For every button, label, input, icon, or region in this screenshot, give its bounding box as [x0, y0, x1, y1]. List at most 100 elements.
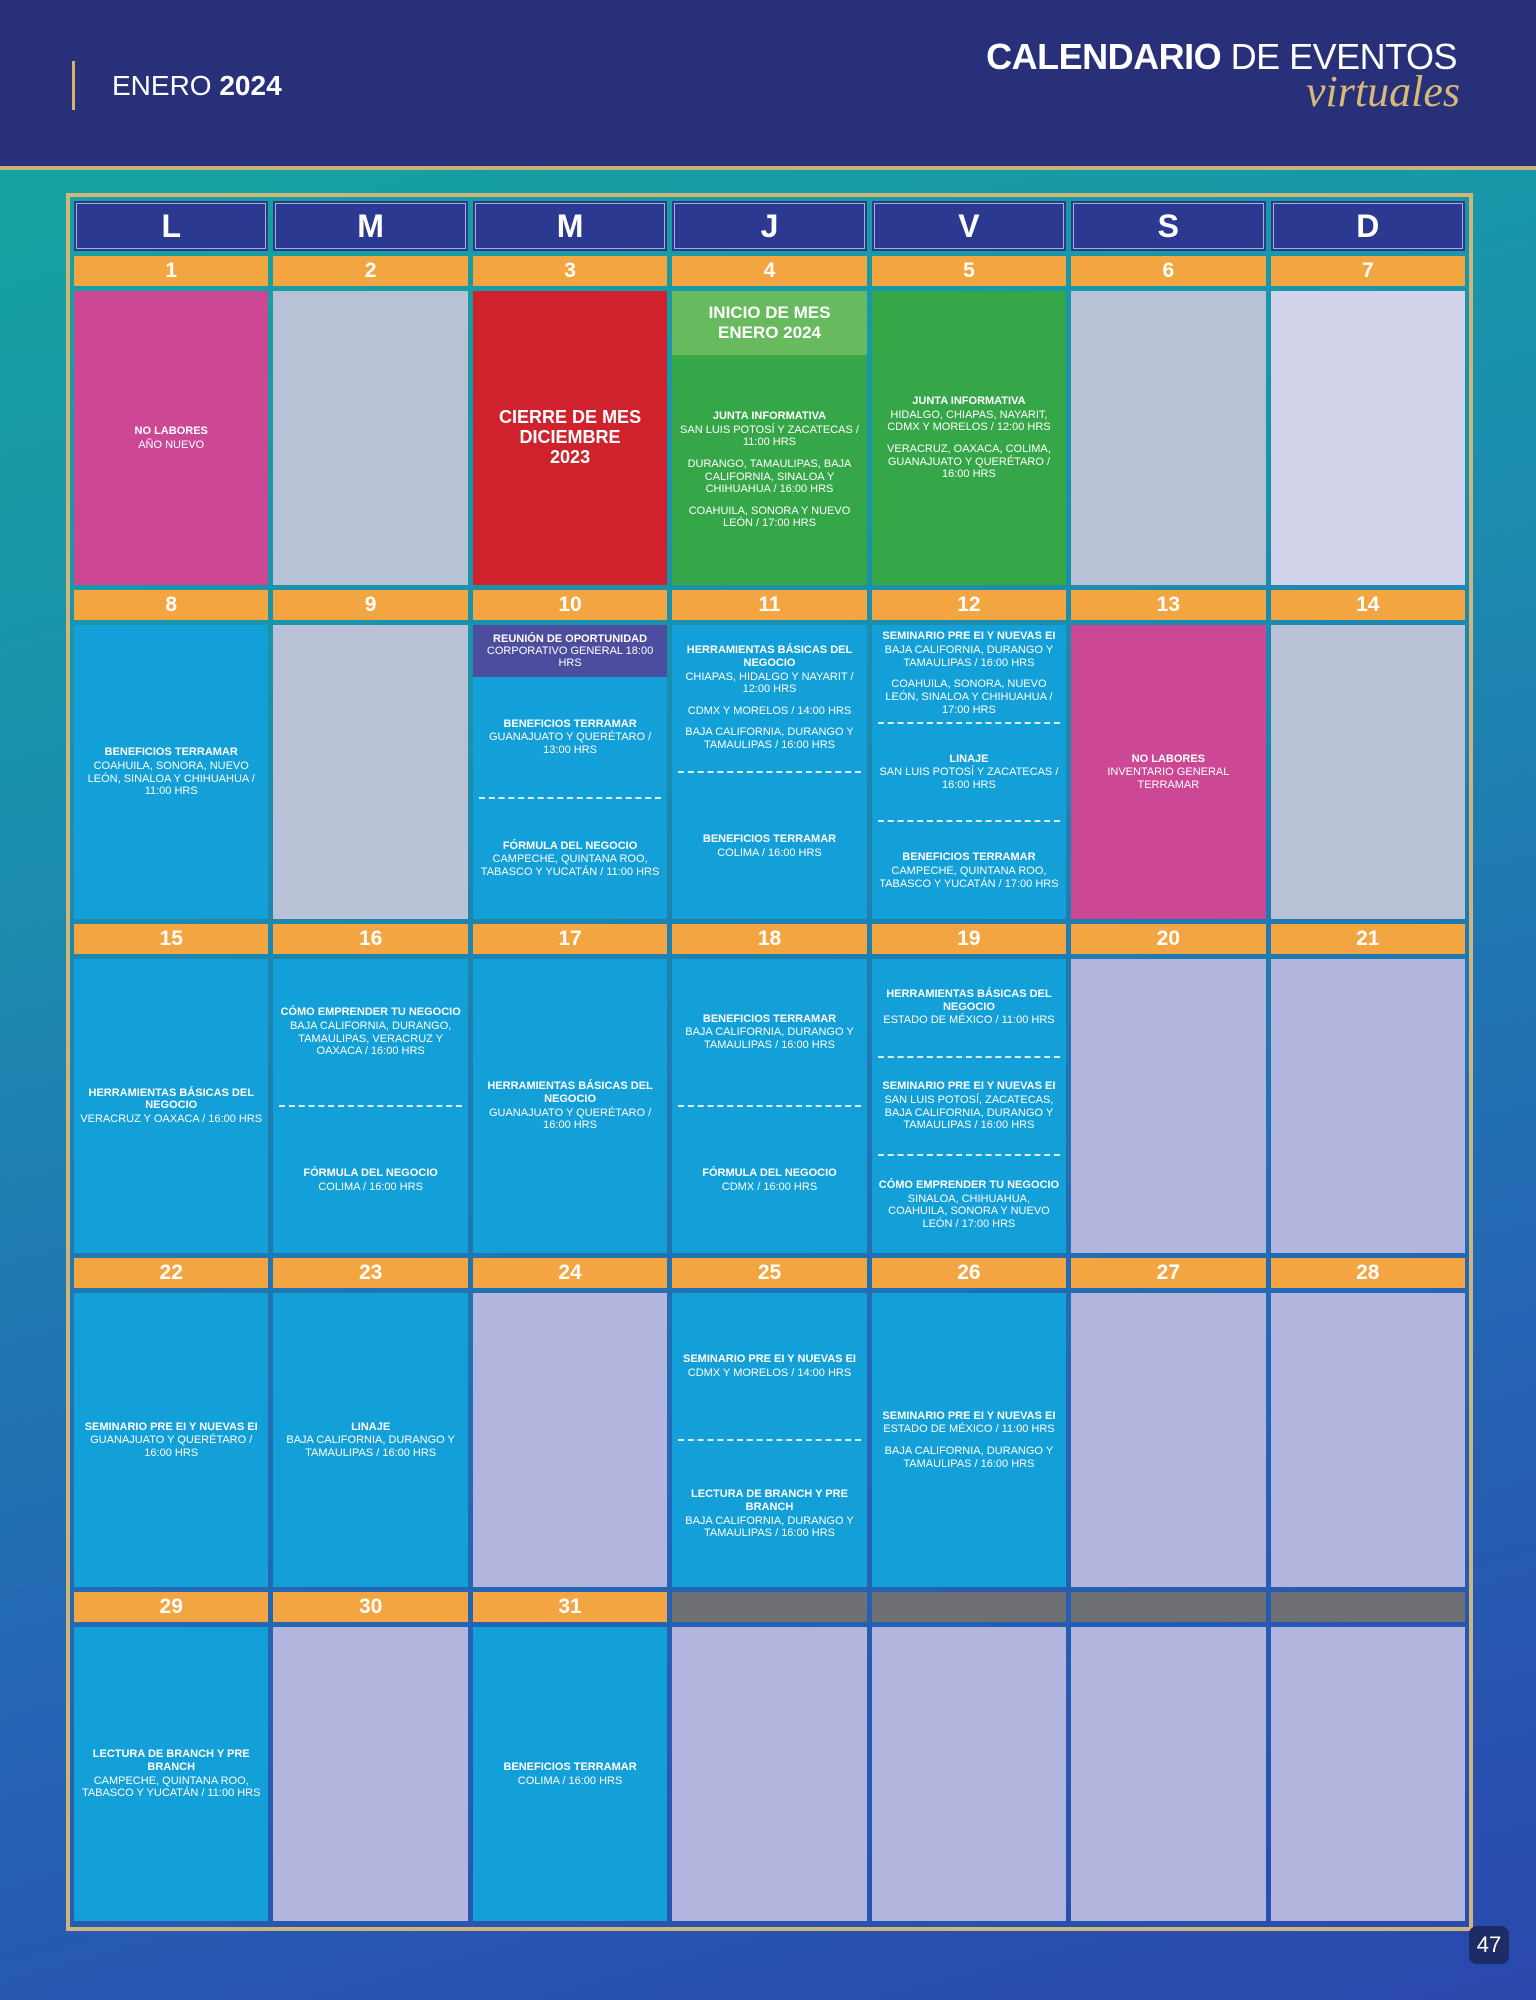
event-title: SEMINARIO PRE EI Y NUEVAS EI	[882, 630, 1056, 643]
event-title: BENEFICIOS TERRAMAR	[702, 1012, 837, 1025]
event: LECTURA DE BRANCH Y PRE BRANCH CAMPECHE, …	[74, 1627, 268, 1921]
weekday: S	[1071, 201, 1266, 251]
day-cell: HERRAMIENTAS BÁSICAS DEL NEGOCIO ESTADO D…	[871, 959, 1067, 1253]
event-title: JUNTA INFORMATIVA	[712, 409, 827, 422]
event-detail: COLIMA / 16:00 HRS	[717, 846, 822, 859]
event-title: FÓRMULA DEL NEGOCIO	[502, 839, 638, 852]
event: HERRAMIENTAS BÁSICAS DEL NEGOCIO ESTADO D…	[872, 959, 1066, 1056]
day-cell: HERRAMIENTAS BÁSICAS DEL NEGOCIO GUANAJUA…	[472, 959, 668, 1253]
event-detail: ESTADO DE MÉXICO / 11:00 HRS	[883, 1014, 1055, 1027]
event-title: FÓRMULA DEL NEGOCIO	[303, 1166, 438, 1179]
event-title: BENEFICIOS TERRAMAR	[104, 746, 238, 759]
event-detail: COAHUILA, SONORA, NUEVO LEÓN, SINALOA Y …	[87, 759, 255, 798]
event-detail: INVENTARIO GENERAL TERRAMAR	[1107, 766, 1230, 791]
event: HERRAMIENTAS BÁSICAS DEL NEGOCIO GUANAJUA…	[473, 959, 667, 1253]
event-title: BENEFICIOS TERRAMAR	[503, 1760, 637, 1773]
event-detail: COAHUILA, SONORA Y NUEVO LEÓN / 17:00 HR…	[688, 504, 851, 530]
event-title: CÓMO EMPRENDER TU NEGOCIO	[280, 1006, 461, 1019]
event-header: REUNIÓN DE OPORTUNIDAD CORPORATIVO GENERA…	[472, 625, 668, 677]
event-detail: COLIMA / 16:00 HRS	[517, 1774, 623, 1787]
weekday: M	[472, 201, 668, 251]
event-detail: GUANAJUATO Y QUERÉTARO / 16:00 HRS	[90, 1434, 253, 1459]
date-number: 16	[273, 924, 468, 954]
day-cell: SEMINARIO PRE EI Y NUEVAS EI ESTADO DE MÉ…	[871, 1293, 1067, 1587]
date-number: 13	[1071, 590, 1266, 620]
day-cell	[1071, 1627, 1266, 1921]
event-detail: CAMPECHE, QUINTANA ROO, TABASCO Y YUCATÁ…	[480, 853, 660, 878]
event: NO LABORES INVENTARIO GENERAL TERRAMAR	[1071, 625, 1265, 919]
date-number: 9	[273, 590, 468, 620]
day-cell: CÓMO EMPRENDER TU NEGOCIO BAJA CALIFORNIA…	[273, 959, 468, 1253]
event-title: BENEFICIOS TERRAMAR	[702, 832, 837, 845]
event-title: BENEFICIOS TERRAMAR	[902, 851, 1036, 864]
event: FÓRMULA DEL NEGOCIO CAMPECHE, QUINTANA RO…	[478, 797, 662, 919]
day-cell: JUNTA INFORMATIVA HIDALGO, CHIAPAS, NAYAR…	[871, 291, 1067, 585]
event-title: HERRAMIENTAS BÁSICAS DEL NEGOCIO	[88, 1086, 254, 1112]
day-cell: REUNIÓN DE OPORTUNIDAD CORPORATIVO GENERA…	[472, 625, 668, 919]
title-bold: CALENDARIO	[986, 36, 1222, 77]
event-detail: CORPORATIVO GENERAL 18:00 HRS	[486, 645, 654, 669]
event-title: CIERRE DE MES DICIEMBRE 2023	[499, 407, 642, 467]
date-number: 24	[472, 1258, 668, 1288]
event-detail: CDMX Y MORELOS / 14:00 HRS	[687, 1366, 852, 1379]
event: JUNTA INFORMATIVA SAN LUIS POTOSÍ Y ZACAT…	[672, 355, 866, 585]
day-cell	[1071, 1293, 1266, 1587]
event-title: JUNTA INFORMATIVA	[912, 395, 1026, 408]
date-number: 6	[1071, 256, 1266, 286]
event-detail: BAJA CALIFORNIA, DURANGO Y TAMAULIPAS / …	[685, 1026, 854, 1051]
event-title: SEMINARIO PRE EI Y NUEVAS EI	[84, 1420, 258, 1433]
event-title: INICIO DE MES ENERO 2024	[708, 303, 831, 342]
event-detail: CDMX Y MORELOS / 14:00 HRS	[687, 704, 852, 717]
day-cell: SEMINARIO PRE EI Y NUEVAS EI CDMX Y MOREL…	[672, 1293, 867, 1587]
event-title: LECTURA DE BRANCH Y PRE BRANCH	[92, 1748, 250, 1773]
event-title: NO LABORES	[1131, 752, 1206, 765]
day-cell: LINAJE BAJA CALIFORNIA, DURANGO Y TAMAULI…	[273, 1293, 468, 1587]
event-detail: SAN LUIS POTOSÍ Y ZACATECAS / 11:00 HRS	[680, 423, 859, 449]
event-title: SEMINARIO PRE EI Y NUEVAS EI	[882, 1409, 1056, 1422]
event-detail: COAHUILA, SONORA, NUEVO LEÓN, SINALOA Y …	[885, 678, 1053, 716]
date-number: 20	[1071, 924, 1266, 954]
date-number: 19	[871, 924, 1067, 954]
event-title: NO LABORES	[134, 424, 208, 437]
weekday: D	[1270, 201, 1465, 251]
event: FÓRMULA DEL NEGOCIO COLIMA / 16:00 HRS	[279, 1105, 462, 1253]
event-detail: CAMPECHE, QUINTANA ROO, TABASCO Y YUCATÁ…	[81, 1774, 261, 1800]
event-detail: DURANGO, TAMAULIPAS, BAJA CALIFORNIA, SI…	[687, 457, 852, 496]
date-number: 14	[1270, 590, 1465, 620]
event: LECTURA DE BRANCH Y PRE BRANCH BAJA CALIF…	[678, 1439, 861, 1587]
date-number: 4	[672, 256, 867, 286]
day-cell: BENEFICIOS TERRAMAR COAHUILA, SONORA, NUE…	[74, 625, 269, 919]
date-number: 25	[672, 1258, 867, 1288]
event: BENEFICIOS TERRAMAR BAJA CALIFORNIA, DURA…	[672, 959, 866, 1105]
date-number: 28	[1270, 1258, 1465, 1288]
event: BENEFICIOS TERRAMAR COLIMA / 16:00 HRS	[678, 771, 861, 919]
event-detail: COLIMA / 16:00 HRS	[318, 1180, 423, 1193]
title: CALENDARIO DE EVENTOS	[986, 36, 1457, 78]
event-title: LINAJE	[949, 752, 989, 765]
event-detail: GUANAJUATO Y QUERÉTARO / 16:00 HRS	[488, 1106, 652, 1132]
event: LINAJE SAN LUIS POTOSÍ Y ZACATECAS / 16:0…	[877, 721, 1061, 821]
event: SEMINARIO PRE EI Y NUEVAS EI BAJA CALIFOR…	[872, 625, 1066, 722]
event-title: HERRAMIENTAS BÁSICAS DEL NEGOCIO	[886, 987, 1052, 1013]
date-number: 23	[273, 1258, 468, 1288]
weekday: V	[871, 201, 1067, 251]
event: BENEFICIOS TERRAMAR GUANAJUATO Y QUERÉTAR…	[473, 677, 667, 797]
date-number: 29	[74, 1592, 269, 1622]
event-detail: SAN LUIS POTOSÍ Y ZACATECAS / 16:00 HRS	[879, 766, 1059, 791]
event: SEMINARIO PRE EI Y NUEVAS EI CDMX Y MOREL…	[672, 1293, 866, 1439]
event-detail: BAJA CALIFORNIA, DURANGO Y TAMAULIPAS / …	[685, 726, 854, 752]
event-detail: SINALOA, CHIHUAHUA, COAHUILA, SONORA Y N…	[888, 1192, 1050, 1230]
page-number: 47	[1469, 1926, 1509, 1964]
event-detail: AÑO NUEVO	[138, 438, 205, 451]
date-strip	[1270, 1592, 1465, 1622]
day-cell: LECTURA DE BRANCH Y PRE BRANCH CAMPECHE, …	[74, 1627, 269, 1921]
day-cell: SEMINARIO PRE EI Y NUEVAS EI GUANAJUATO Y…	[74, 1293, 269, 1587]
day-cell	[472, 1293, 668, 1587]
date-number: 10	[472, 590, 668, 620]
event: BENEFICIOS TERRAMAR CAMPECHE, QUINTANA RO…	[877, 820, 1061, 919]
event: SEMINARIO PRE EI Y NUEVAS EI ESTADO DE MÉ…	[872, 1293, 1066, 1587]
day-cell	[1270, 291, 1465, 585]
event-detail: VERACRUZ Y OAXACA / 16:00 HRS	[80, 1112, 263, 1125]
event-detail: CDMX / 16:00 HRS	[721, 1180, 818, 1193]
